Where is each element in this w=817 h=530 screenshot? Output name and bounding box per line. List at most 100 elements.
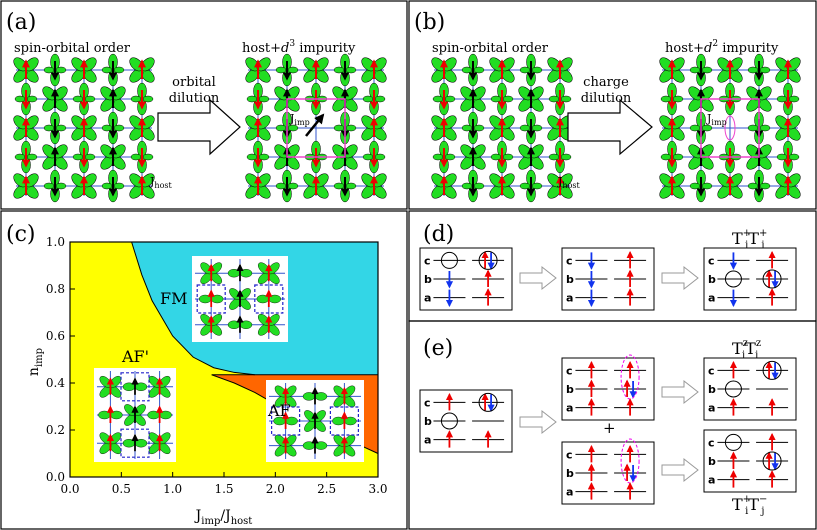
lattice-site bbox=[747, 53, 771, 87]
panel-e-formula-top: Tz iTz j bbox=[732, 338, 761, 361]
orbital-label: a bbox=[566, 402, 573, 415]
dilution-arrow-b bbox=[567, 98, 653, 156]
orbital-lobe bbox=[72, 95, 84, 103]
lattice-site bbox=[518, 86, 544, 112]
lattice-site bbox=[42, 144, 68, 170]
orbital-lobe bbox=[747, 124, 759, 132]
panel-a-arrow-line1: orbital bbox=[172, 75, 216, 90]
orbital-label: c bbox=[566, 254, 573, 267]
orbital-lobe bbox=[84, 95, 96, 103]
lattice-site bbox=[689, 53, 713, 87]
orbital-label: c bbox=[708, 436, 715, 449]
orbital-lobe bbox=[14, 153, 26, 161]
orbital-lobe bbox=[142, 153, 154, 161]
orbital-lobe bbox=[461, 182, 473, 190]
orbital-label: b bbox=[566, 467, 574, 480]
impurity-box bbox=[120, 428, 150, 458]
y-tick-label: 0.6 bbox=[46, 329, 65, 343]
orbital-lobe bbox=[113, 124, 125, 132]
orbital-lobe bbox=[432, 95, 444, 103]
lattice-site bbox=[332, 86, 358, 112]
lattice-site bbox=[460, 144, 486, 170]
orbital-lobe bbox=[314, 392, 328, 401]
lattice-site bbox=[519, 53, 543, 87]
orbital-label: c bbox=[424, 254, 431, 267]
orbital-lobe bbox=[333, 182, 345, 190]
orbital-lobe bbox=[275, 124, 287, 132]
panel-d-tag: (d) bbox=[423, 222, 454, 247]
orbital-lobe bbox=[43, 124, 55, 132]
lattice-site bbox=[431, 57, 457, 83]
orbital-lobe bbox=[548, 95, 560, 103]
orbital-lobe bbox=[701, 66, 713, 74]
lattice-site bbox=[362, 82, 386, 116]
orbital-lobe bbox=[490, 95, 502, 103]
lattice-site bbox=[275, 53, 299, 87]
lattice-site bbox=[660, 82, 684, 116]
orbital-label: a bbox=[566, 292, 573, 305]
panel-a-jhost: Jhost bbox=[149, 175, 172, 190]
transition-arrow bbox=[519, 409, 557, 435]
orbital-label: a bbox=[566, 486, 573, 499]
panel-b-arrow-line2: dilution bbox=[581, 91, 632, 106]
lattice-site bbox=[101, 53, 125, 87]
boundary-fm-afp bbox=[131, 241, 255, 376]
x-tick-label: 0.5 bbox=[112, 482, 131, 496]
lattice-site bbox=[489, 173, 515, 199]
orbital-lobe bbox=[345, 124, 357, 132]
hole bbox=[724, 433, 742, 451]
orbital-lobe bbox=[788, 95, 800, 103]
orbital-lobe bbox=[332, 416, 345, 426]
lattice-site bbox=[547, 173, 573, 199]
lattice-site bbox=[245, 173, 271, 199]
state-box: cba bbox=[703, 429, 797, 493]
lattice-site bbox=[275, 169, 299, 203]
lattice-site bbox=[333, 53, 357, 87]
lattice-site bbox=[519, 111, 543, 145]
panel-b-left-title: spin-orbital order bbox=[432, 41, 549, 56]
orbital-label: b bbox=[708, 455, 716, 468]
orbital-lobe bbox=[660, 153, 672, 161]
lattice-site bbox=[432, 82, 456, 116]
lattice-site bbox=[14, 140, 38, 174]
orbital-lobe bbox=[701, 182, 713, 190]
lattice-site bbox=[490, 140, 514, 174]
lattice-site bbox=[303, 173, 329, 199]
lattice-site bbox=[303, 57, 329, 83]
impurity-bonds bbox=[700, 98, 760, 158]
orbital-lobe bbox=[55, 124, 67, 132]
orbital-lobe bbox=[374, 153, 386, 161]
panel-a-right-title: host+d3 impurity bbox=[242, 39, 356, 56]
orbital-lobe bbox=[444, 153, 456, 161]
orbital-lobe bbox=[43, 182, 55, 190]
lattice-site bbox=[775, 173, 801, 199]
orbital-label: b bbox=[566, 383, 574, 396]
lattice-a-impurity bbox=[245, 53, 387, 203]
orbital-lobe bbox=[560, 95, 572, 103]
lattice-site bbox=[333, 111, 357, 145]
orbital-lobe bbox=[473, 182, 485, 190]
inset-afp bbox=[94, 368, 176, 462]
inset-fm bbox=[192, 256, 288, 342]
lattice-site bbox=[245, 57, 271, 83]
orbital-lobe bbox=[344, 416, 357, 426]
y-tick-label: 1.0 bbox=[46, 235, 65, 249]
state-box: cba bbox=[703, 357, 797, 421]
orbital-lobe bbox=[122, 439, 136, 448]
lattice-site bbox=[688, 144, 714, 170]
orbital-lobe bbox=[113, 66, 125, 74]
orbital-lobe bbox=[227, 269, 241, 278]
orbital-label: b bbox=[566, 273, 574, 286]
orbital-lobe bbox=[759, 182, 771, 190]
orbital-lobe bbox=[84, 153, 96, 161]
orbital-label: a bbox=[424, 292, 431, 305]
orbital-lobe bbox=[759, 66, 771, 74]
lattice-b-host bbox=[431, 53, 573, 203]
y-tick-label: 0.0 bbox=[46, 470, 65, 484]
panel-b-jhost: Jhost bbox=[557, 175, 580, 190]
orbital-lobe bbox=[473, 66, 485, 74]
lattice-site bbox=[14, 82, 38, 116]
orbital-lobe bbox=[461, 66, 473, 74]
orbital-lobe bbox=[788, 153, 800, 161]
